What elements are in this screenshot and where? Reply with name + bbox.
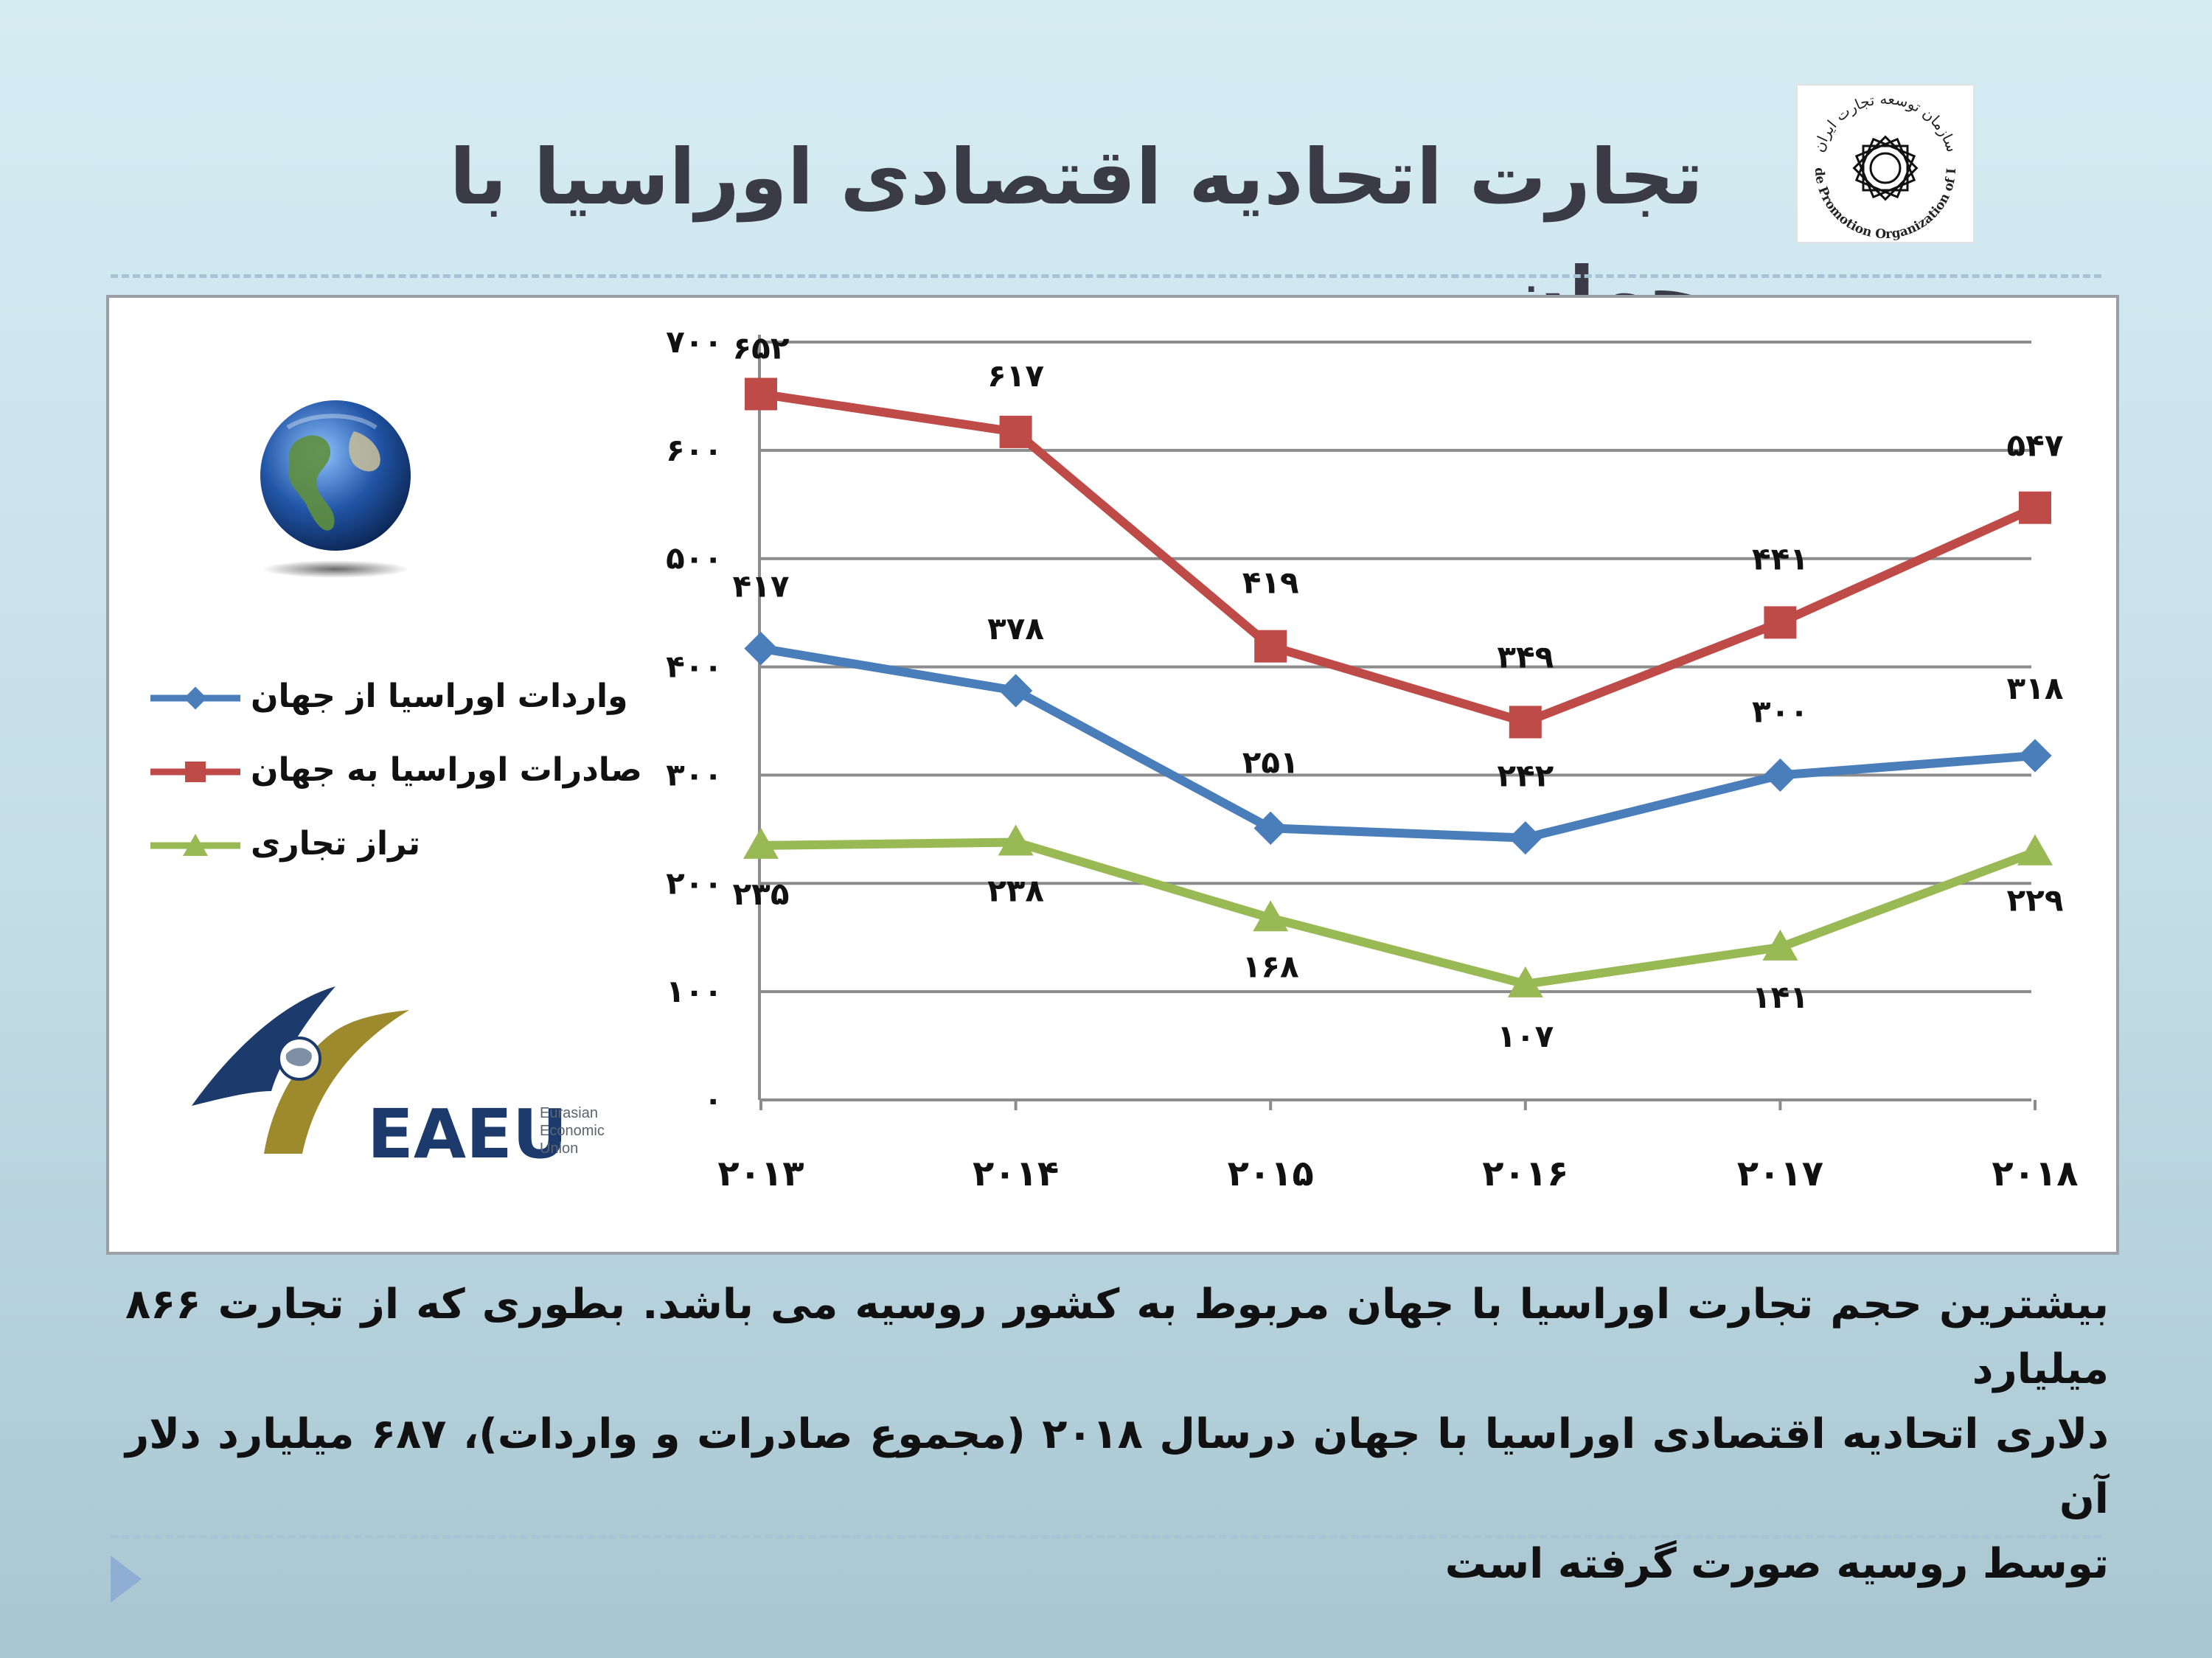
data-point-exports	[1254, 630, 1287, 663]
caption-line-1: بیشترین حجم تجارت اوراسیا با جهان مربوط …	[125, 1281, 2109, 1393]
data-point-balance	[998, 824, 1034, 856]
data-label-exports: ۳۴۹	[1497, 638, 1554, 675]
play-arrow-icon[interactable]	[111, 1556, 142, 1603]
y-tick-label: ۱۰۰	[666, 973, 723, 1009]
series-line-imports	[757, 644, 2039, 843]
data-label-imports: ۳۷۸	[987, 610, 1044, 647]
data-point-exports	[745, 377, 777, 411]
x-tick-label: ۲۰۱۶	[1482, 1153, 1568, 1194]
y-tick-label: ۶۰۰	[666, 432, 723, 468]
data-label-balance: ۱۶۸	[1242, 948, 1299, 984]
y-tick-label: ۲۰۰	[666, 865, 723, 901]
data-point-imports	[1763, 758, 1798, 793]
y-tick-label: ۰	[703, 1081, 723, 1118]
eaeu-abbr-text: EAEU	[367, 1095, 568, 1165]
data-label-imports: ۳۱۸	[2007, 670, 2064, 706]
data-label-imports: ۳۰۰	[1752, 693, 1809, 729]
legend-swatch-balance	[150, 834, 240, 856]
series-line-exports	[757, 389, 2039, 727]
data-label-exports: ۶۱۷	[987, 358, 1044, 394]
legend-item-exports: صادرات اوراسیا به جهان	[147, 741, 642, 800]
caption-line-3: توسط روسیه صورت گرفته است	[1444, 1540, 2109, 1588]
data-point-balance	[743, 827, 779, 859]
top-divider	[111, 274, 2101, 278]
legend-item-imports: واردات اوراسیا از جهان	[147, 667, 627, 726]
data-point-imports	[744, 631, 778, 666]
data-point-exports	[1509, 706, 1542, 739]
data-label-exports: ۶۵۲	[733, 330, 790, 366]
data-point-balance	[1507, 966, 1543, 997]
legend-swatch-exports	[150, 762, 240, 782]
legend-label-imports: واردات اوراسیا از جهان	[251, 678, 628, 715]
data-point-exports	[999, 415, 1032, 448]
y-tick-label: ۳۰۰	[666, 756, 723, 793]
data-label-imports: ۲۵۱	[1242, 744, 1299, 780]
tpo-emblem-icon	[1852, 135, 1919, 201]
x-tick-label: ۲۰۱۵	[1228, 1153, 1314, 1194]
legend-label-balance: تراز تجاری	[251, 825, 421, 863]
series-line-balance	[757, 837, 2039, 989]
eaeu-name-line-2: Economic	[540, 1123, 605, 1139]
data-label-imports: ۴۱۷	[733, 568, 790, 605]
data-point-imports	[998, 674, 1033, 708]
data-label-balance: ۲۳۸	[987, 872, 1044, 908]
data-label-balance: ۱۰۷	[1497, 1018, 1554, 1054]
data-point-balance	[2017, 834, 2053, 865]
data-label-balance: ۲۳۵	[733, 876, 790, 912]
data-label-balance: ۲۲۹	[2007, 882, 2064, 919]
bottom-divider	[111, 1535, 2101, 1539]
data-point-exports	[2019, 491, 2051, 524]
data-point-balance	[1762, 929, 1798, 961]
data-label-imports: ۲۴۲	[1497, 758, 1554, 794]
data-point-imports	[2018, 739, 2052, 773]
legend-swatch-imports	[150, 686, 240, 710]
data-label-exports: ۵۴۷	[2007, 428, 2064, 464]
data-point-imports	[1253, 811, 1287, 846]
legend-label-exports: صادرات اوراسیا به جهان	[251, 751, 642, 789]
x-tick-label: ۲۰۱۳	[717, 1153, 804, 1194]
x-tick-label: ۲۰۱۴	[973, 1153, 1059, 1194]
data-label-exports: ۴۴۱	[1752, 540, 1809, 577]
data-label-exports: ۴۱۹	[1242, 565, 1299, 601]
x-tick-label: ۲۰۱۷	[1737, 1153, 1823, 1194]
y-tick-label: ۴۰۰	[666, 649, 723, 685]
legend-item-balance: تراز تجاری	[147, 815, 619, 874]
y-tick-label: ۷۰۰	[666, 324, 723, 360]
data-label-balance: ۱۴۱	[1752, 979, 1809, 1015]
earth-globe-icon	[243, 398, 428, 582]
data-point-exports	[1764, 606, 1797, 639]
eaeu-name-line-1: Eurasian	[540, 1105, 598, 1121]
caption-line-2: دلاری اتحادیه اقتصادی اوراسیا با جهان در…	[125, 1410, 2109, 1523]
eaeu-logo: EAEU Eurasian Economic Union	[184, 973, 627, 1174]
y-tick-label: ۵۰۰	[666, 540, 723, 577]
tpo-logo: سازمان توسعه تجارت ایران Trade Promotion…	[1793, 74, 1975, 243]
x-tick-label: ۲۰۱۸	[1992, 1153, 2078, 1194]
eaeu-name-line-3: Union	[540, 1140, 578, 1157]
data-point-balance	[1253, 900, 1289, 932]
line-chart: ۰ ۱۰۰ ۲۰۰ ۳۰۰ ۴۰۰ ۵۰۰ ۶۰۰ ۷۰۰ ۲۰۱۳ ۲۰۱۴ ۲۰۱۵ ۲۰۱۶ ۲۰…	[666, 324, 2079, 1194]
slide-caption: بیشترین حجم تجارت اوراسیا با جهان مربوط …	[125, 1272, 2109, 1597]
data-point-imports	[1509, 821, 1543, 855]
